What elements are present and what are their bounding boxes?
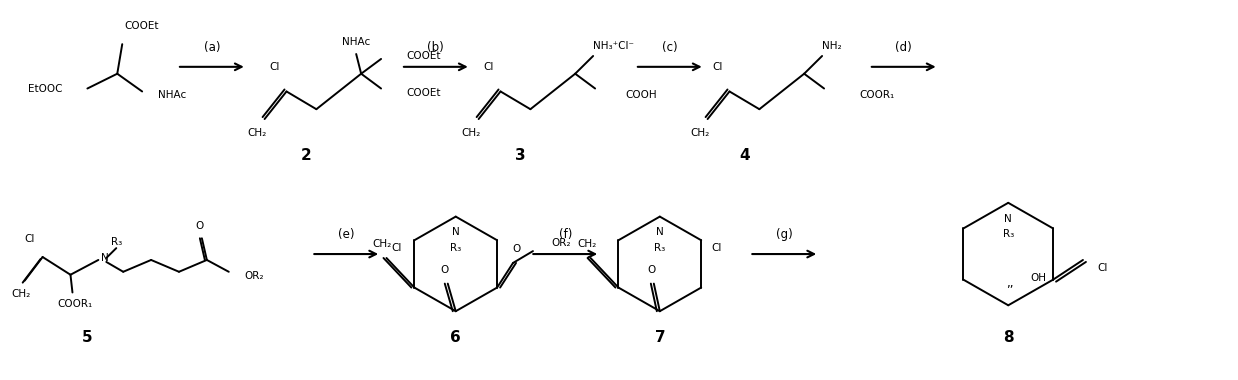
Text: EtOOC: EtOOC <box>28 84 63 93</box>
Text: CH₂: CH₂ <box>248 128 266 138</box>
Text: (d): (d) <box>895 41 912 54</box>
Text: OR₂: OR₂ <box>551 238 571 248</box>
Text: N: N <box>656 227 664 238</box>
Text: (f): (f) <box>558 228 572 241</box>
Text: N: N <box>452 227 459 238</box>
Text: R₃: R₃ <box>451 243 462 253</box>
Text: OH: OH <box>1030 273 1046 283</box>
Text: N: N <box>102 253 109 263</box>
Text: N: N <box>1004 214 1013 223</box>
Text: Cl: Cl <box>391 243 401 253</box>
Text: R₃: R₃ <box>1003 230 1014 239</box>
Text: CH₂: CH₂ <box>11 290 30 299</box>
Text: CH₂: CH₂ <box>577 239 597 249</box>
Text: COOEt: COOEt <box>406 51 441 61</box>
Text: 4: 4 <box>739 148 750 163</box>
Text: O: O <box>196 222 204 231</box>
Text: (a): (a) <box>203 41 220 54</box>
Text: 5: 5 <box>82 330 93 345</box>
Text: COOEt: COOEt <box>406 89 441 98</box>
Text: O: O <box>511 244 520 254</box>
Text: COOH: COOH <box>625 90 656 100</box>
Text: CH₂: CH₂ <box>373 239 392 249</box>
Text: Cl: Cl <box>25 234 35 244</box>
Text: O: O <box>647 265 656 275</box>
Text: R₃: R₃ <box>110 237 121 247</box>
Text: COOR₁: COOR₁ <box>859 90 894 100</box>
Text: 3: 3 <box>515 148 526 163</box>
Text: CH₂: CH₂ <box>690 128 709 138</box>
Text: (b): (b) <box>427 41 444 54</box>
Text: 7: 7 <box>655 330 665 345</box>
Text: 2: 2 <box>301 148 312 163</box>
Text: Cl: Cl <box>711 243 722 253</box>
Text: (e): (e) <box>338 228 354 241</box>
Text: (c): (c) <box>662 41 677 54</box>
Text: NHAc: NHAc <box>342 37 370 47</box>
Text: Cl: Cl <box>712 62 723 72</box>
Text: 8: 8 <box>1003 330 1014 345</box>
Text: NHAc: NHAc <box>158 90 186 100</box>
Text: NH₂: NH₂ <box>822 41 842 51</box>
Text: O: O <box>441 265 449 275</box>
Text: (g): (g) <box>776 228 792 241</box>
Text: COOR₁: COOR₁ <box>58 299 93 309</box>
Text: COOEt: COOEt <box>124 21 158 32</box>
Text: Cl: Cl <box>1097 263 1107 273</box>
Text: OR₂: OR₂ <box>245 271 264 281</box>
Text: 6: 6 <box>451 330 461 345</box>
Text: Cl: Cl <box>270 62 280 72</box>
Text: NH₃⁺Cl⁻: NH₃⁺Cl⁻ <box>593 41 634 51</box>
Text: ,,: ,, <box>1006 277 1014 290</box>
Text: R₃: R₃ <box>654 243 666 253</box>
Text: CH₂: CH₂ <box>461 128 480 138</box>
Text: Cl: Cl <box>483 62 494 72</box>
